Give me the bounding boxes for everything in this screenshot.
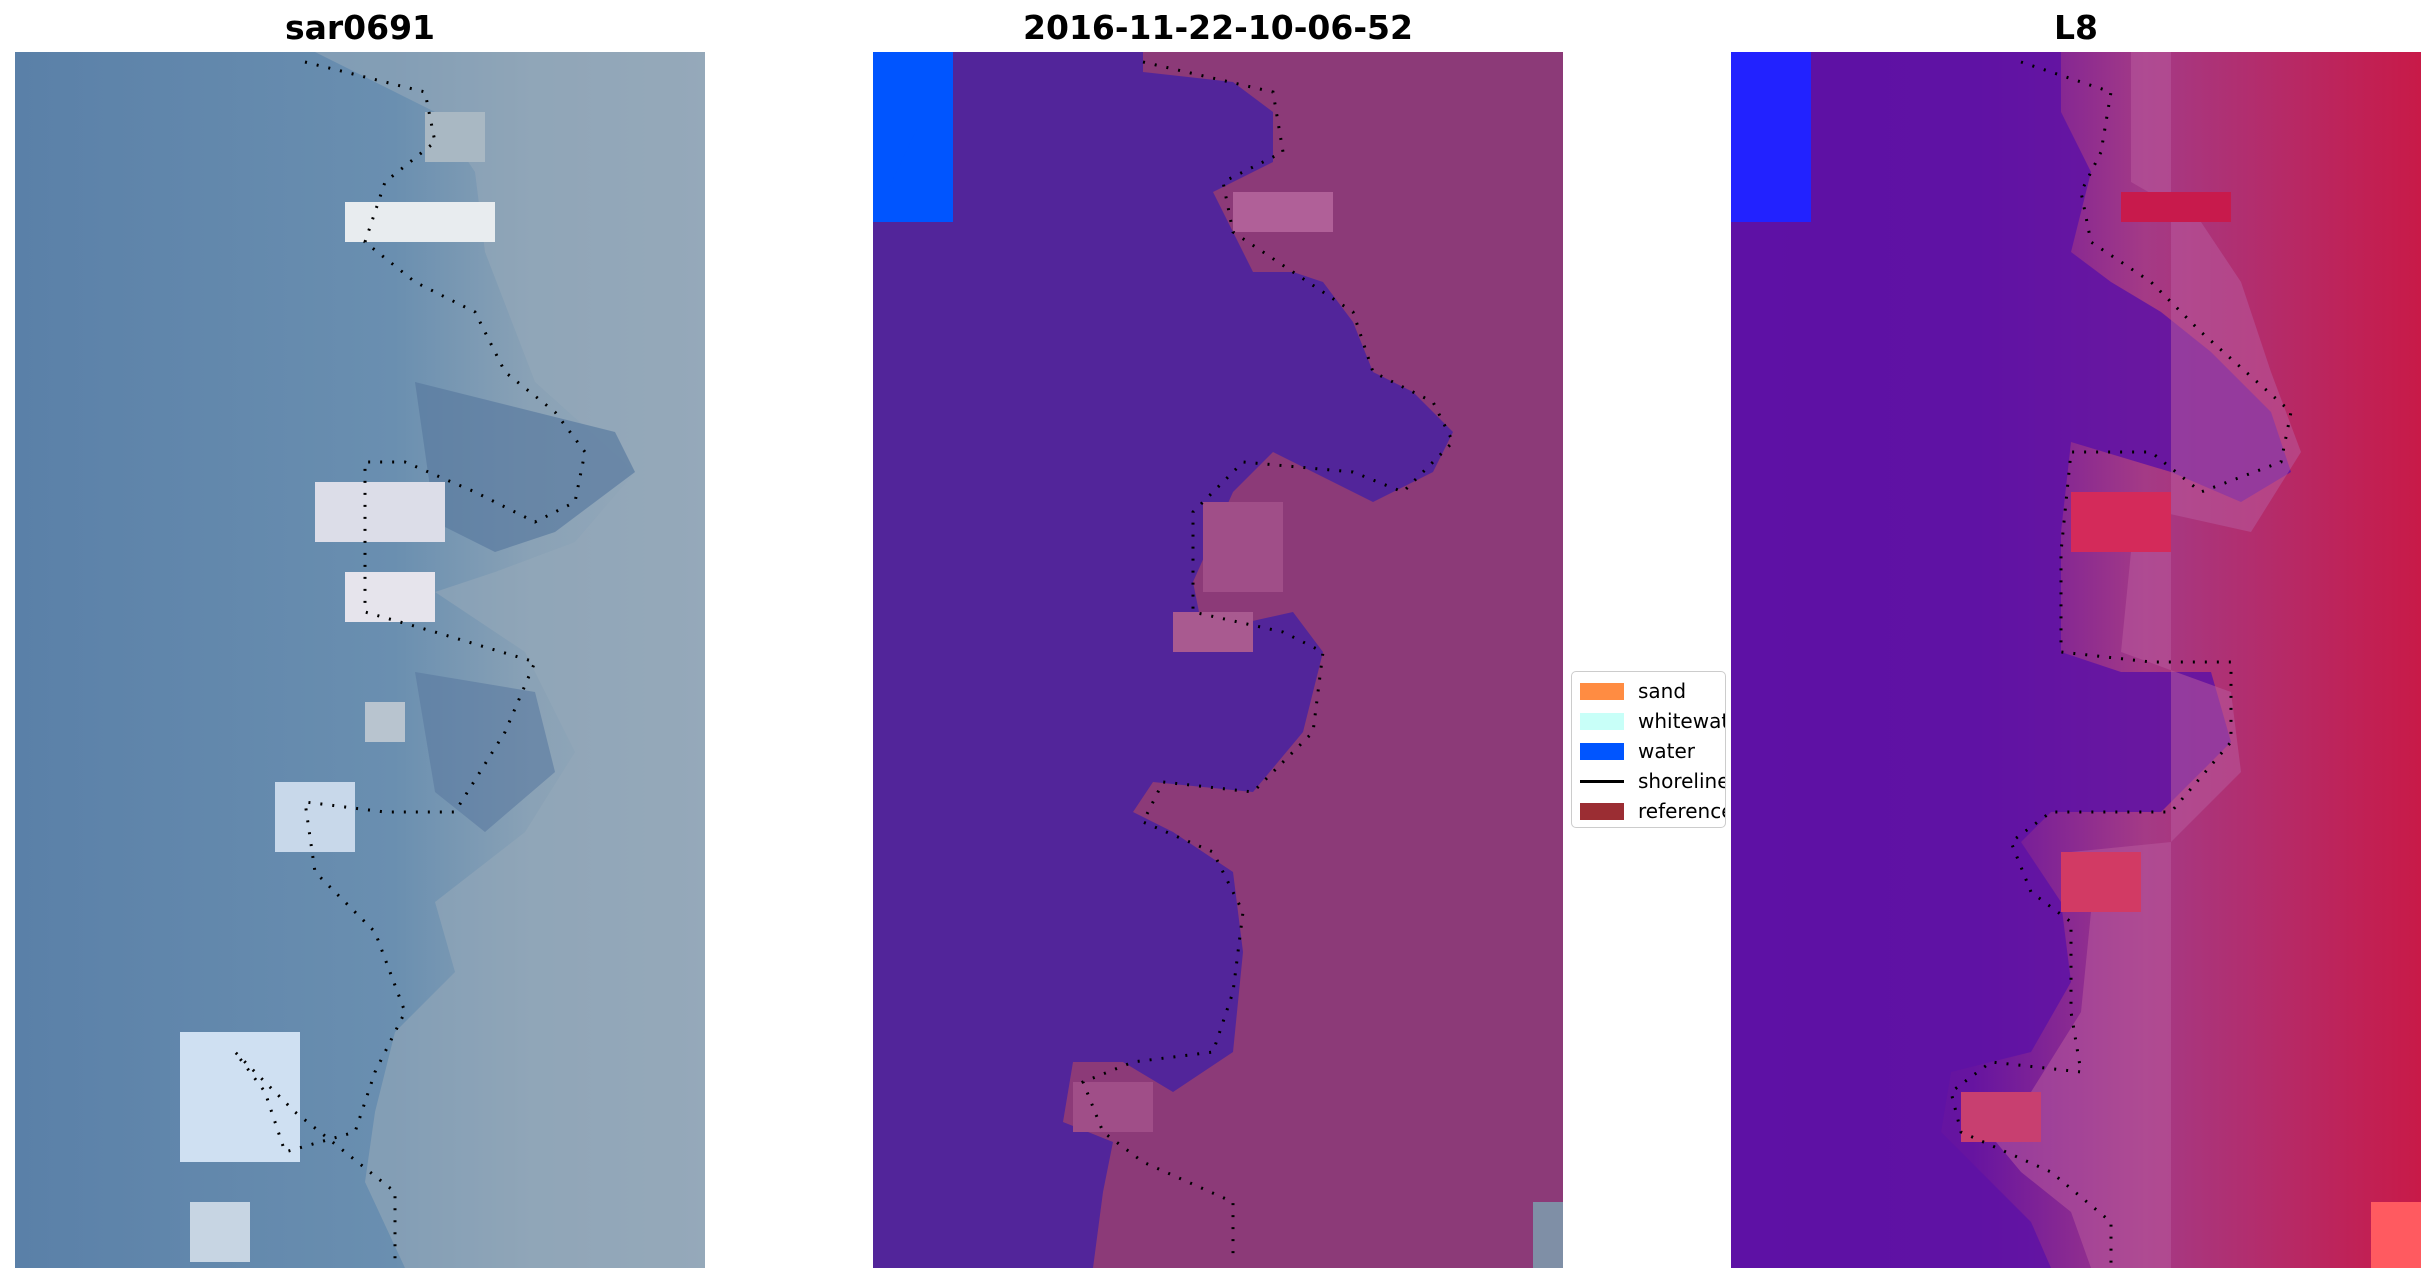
legend-item-whitewater: whitewater: [1580, 709, 1725, 733]
legend-item-reference: reference: [1580, 799, 1726, 823]
legend-label: water: [1638, 739, 1695, 763]
legend-label: sand: [1638, 679, 1687, 703]
legend-label: whitewater: [1638, 709, 1725, 733]
panel-title-index: L8: [2054, 8, 2098, 47]
legend-item-water: water: [1580, 739, 1695, 763]
legend: sand whitewater water shoreline referenc…: [1571, 671, 1726, 828]
legend-swatch-water: [1580, 742, 1624, 760]
legend-item-sand: sand: [1580, 679, 1686, 703]
legend-label: reference: [1638, 799, 1726, 823]
legend-swatch-reference: [1580, 802, 1624, 820]
index-image-panel: [1731, 52, 2421, 1268]
legend-swatch-whitewater: [1580, 712, 1624, 730]
legend-swatch-sand: [1580, 682, 1624, 700]
legend-label: shoreline: [1638, 769, 1726, 793]
rgb-image-panel: [15, 52, 705, 1268]
panel-title-classified: 2016-11-22-10-06-52: [1023, 8, 1413, 47]
legend-line-shoreline: [1580, 779, 1624, 783]
panel-title-rgb: sar0691: [284, 8, 436, 47]
classified-image-panel: [873, 52, 1563, 1268]
legend-item-shoreline: shoreline: [1580, 769, 1726, 793]
